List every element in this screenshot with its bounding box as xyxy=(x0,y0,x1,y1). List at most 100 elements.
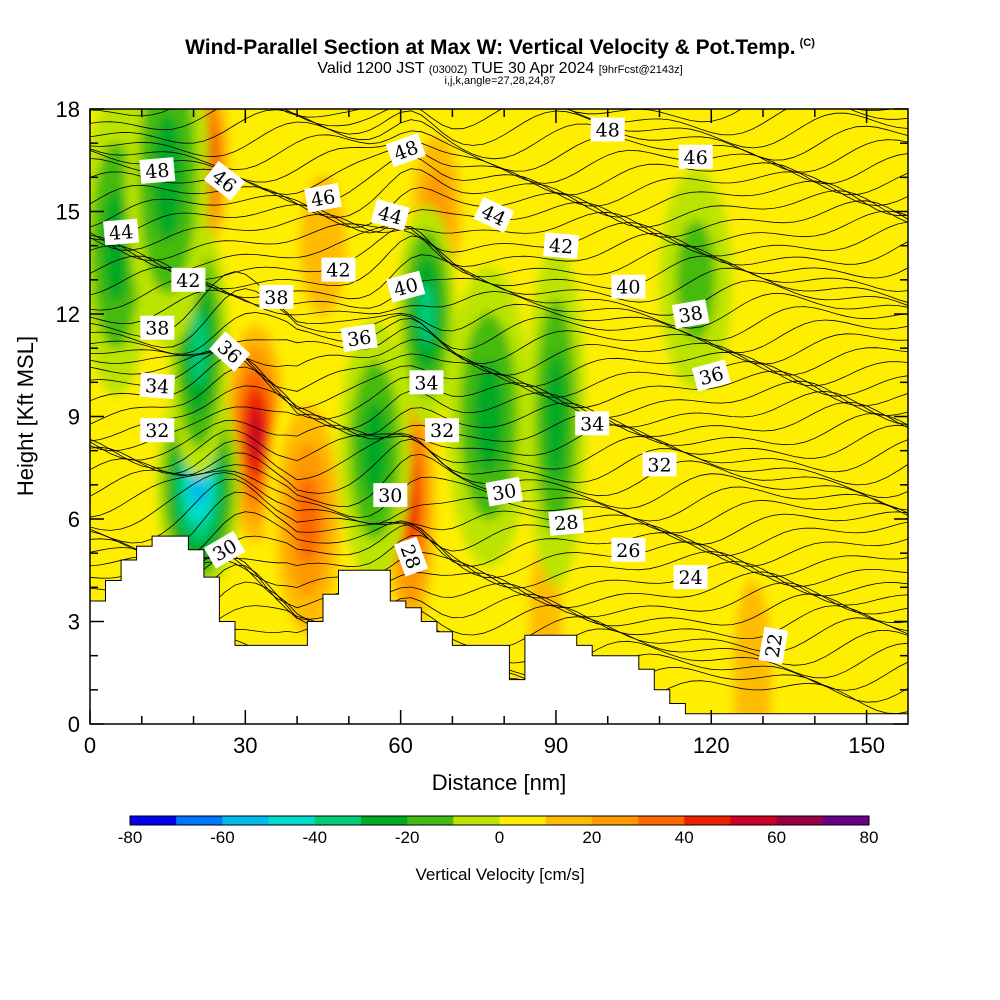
label-text: 34 xyxy=(144,375,170,399)
isentrope-label: 36 xyxy=(691,359,731,392)
label-box xyxy=(691,359,731,392)
isentrope-label: 26 xyxy=(611,537,646,562)
isentrope-line xyxy=(90,406,908,452)
x-tick-label: 150 xyxy=(848,733,885,758)
label-box xyxy=(140,418,175,443)
isentrope-line xyxy=(90,75,908,108)
isentrope-labels: 48 46 44 42 38 38 36 34 32 30 46 42 36 48 44 40 34 32 30 28… xyxy=(103,117,789,665)
isentrope-label: 30 xyxy=(485,476,524,507)
colorbar-segment xyxy=(222,816,270,825)
colorbar-frame xyxy=(129,815,870,826)
isentrope-line xyxy=(90,254,908,303)
label-box xyxy=(203,160,246,201)
isentrope-label: 46 xyxy=(304,183,342,213)
valid-time-prefix: Valid 1200 JST xyxy=(317,60,425,77)
isentrope-label: 38 xyxy=(259,284,294,309)
isentrope-line xyxy=(90,288,908,353)
label-box xyxy=(611,537,646,562)
label-text: 34 xyxy=(414,372,438,394)
colorbar-segment xyxy=(822,816,870,825)
colorbar-segment xyxy=(268,816,316,825)
label-text: 30 xyxy=(491,480,519,506)
label-box xyxy=(209,331,251,372)
index-info: i,j,k,angle=27,28,24,87 xyxy=(444,75,556,87)
isentrope-line xyxy=(90,221,908,262)
colorbar-segment xyxy=(407,816,454,825)
isentrope-line xyxy=(90,277,908,316)
label-box xyxy=(642,452,677,477)
colorbar-segment xyxy=(176,816,223,825)
isentrope-line xyxy=(90,385,908,442)
colorbar-title: Vertical Velocity [cm/s] xyxy=(415,865,584,884)
label-text: 46 xyxy=(684,147,708,169)
label-text: 48 xyxy=(144,159,170,183)
label-box xyxy=(473,196,515,233)
isentrope-line xyxy=(90,511,908,567)
downdraft-cell xyxy=(446,266,531,567)
valid-time-utc: (0300Z) xyxy=(428,64,468,76)
isentrope-label: 42 xyxy=(171,267,206,292)
isentrope-line xyxy=(90,312,908,365)
y-tick-label: 9 xyxy=(68,405,80,430)
label-text: 36 xyxy=(346,326,373,351)
label-box xyxy=(340,323,378,353)
colorbar-tick-label: 40 xyxy=(675,828,694,847)
colorbar-segment xyxy=(453,816,500,825)
colorbar-segment xyxy=(499,816,547,825)
isentrope-line xyxy=(90,226,908,281)
isentrope-line xyxy=(90,210,908,251)
velocity-band xyxy=(361,401,389,500)
label-box xyxy=(373,483,408,508)
label-text: 32 xyxy=(647,454,671,476)
isentrope-line xyxy=(90,271,908,342)
label-text: 30 xyxy=(378,485,402,507)
isentrope-line xyxy=(90,37,908,90)
label-box xyxy=(370,198,410,231)
label-box xyxy=(139,157,176,184)
isentrope-line xyxy=(90,119,908,161)
label-box xyxy=(678,144,713,169)
isentrope-line xyxy=(90,109,908,136)
x-tick-label: 60 xyxy=(388,733,412,758)
isentrope-label: 44 xyxy=(370,198,410,231)
isentrope-label: 34 xyxy=(409,370,444,395)
isentrope-label: 32 xyxy=(140,418,175,443)
colorbar-segment xyxy=(545,816,593,825)
downdraft-cell xyxy=(659,169,732,390)
y-axis-title: Height [Kft MSL] xyxy=(13,336,38,496)
colorbar-segment xyxy=(130,816,177,825)
label-box xyxy=(393,536,429,577)
label-box xyxy=(758,626,789,665)
label-text: 38 xyxy=(677,302,705,328)
isentrope-label: 36 xyxy=(340,323,378,353)
isentrope-label: 32 xyxy=(425,418,460,443)
x-tick-label: 90 xyxy=(544,733,568,758)
velocity-band xyxy=(295,476,320,562)
label-box xyxy=(575,411,610,436)
velocity-band xyxy=(472,360,505,473)
x-tick-label: 30 xyxy=(233,733,257,758)
label-box xyxy=(548,508,585,536)
forecast-info: [9hrFcst@2143z] xyxy=(598,64,683,76)
label-text: 42 xyxy=(326,260,350,282)
isentrope-line xyxy=(90,289,908,329)
colorbar-segment xyxy=(776,816,824,825)
isentrope-label: 48 xyxy=(139,157,176,184)
isentrope-line xyxy=(90,366,908,430)
velocity-band xyxy=(248,408,263,459)
isentrope-label: 30 xyxy=(373,483,408,508)
colorbar-tick-label: -40 xyxy=(302,828,327,847)
isentrope-line xyxy=(90,429,908,473)
downdraft-cell xyxy=(525,246,586,587)
isentrope-label: 46 xyxy=(203,160,246,201)
label-text: 48 xyxy=(596,120,620,142)
colorbar-segment xyxy=(638,816,685,825)
label-box xyxy=(543,232,580,260)
x-axis-title: Distance [nm] xyxy=(432,770,567,795)
isentrope-label: 22 xyxy=(758,626,789,665)
label-box xyxy=(321,257,356,282)
label-box xyxy=(590,117,625,142)
y-tick-label: 15 xyxy=(56,200,80,225)
